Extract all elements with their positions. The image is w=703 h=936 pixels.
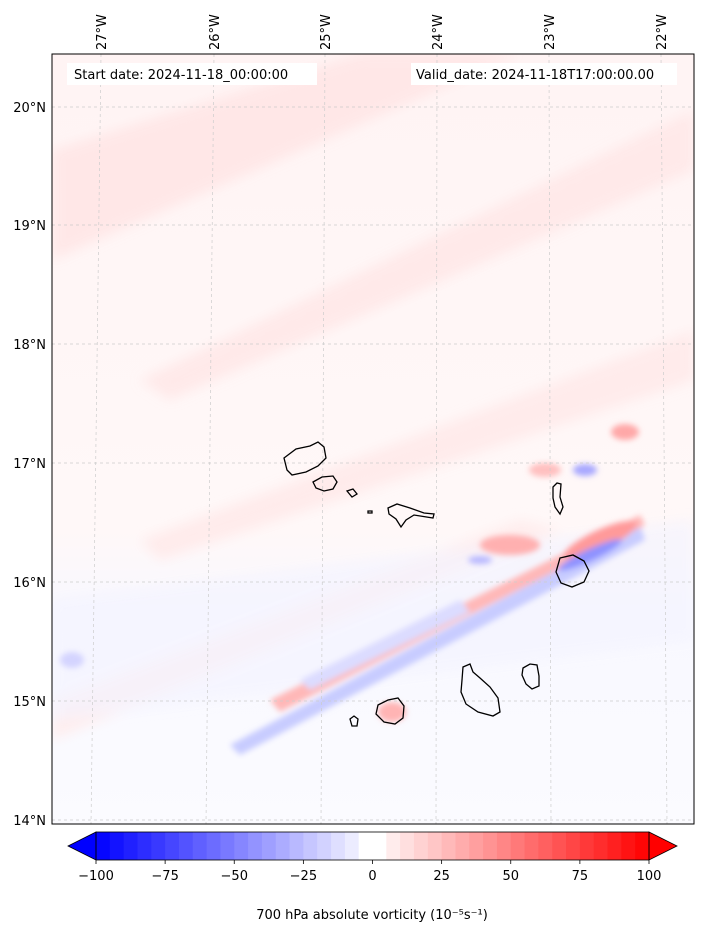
lat-label: 14°N — [13, 814, 46, 829]
colorbar-segment — [441, 832, 456, 860]
colorbar-segment — [483, 832, 498, 860]
coastlines — [283, 441, 590, 727]
island-raso — [367, 510, 373, 514]
colorbar-segments — [96, 832, 650, 860]
colorbar-segment — [635, 832, 650, 860]
colorbar-segment — [123, 832, 138, 860]
island-boa-vista — [555, 554, 590, 588]
colorbar-segment — [96, 832, 111, 860]
colorbar-tick-label: 0 — [368, 869, 376, 884]
colorbar-segment — [400, 832, 415, 860]
colorbar-segment — [303, 832, 318, 860]
island-maio — [521, 663, 540, 690]
vorticity-field — [52, 54, 694, 824]
island-brava — [349, 715, 359, 727]
start-date-box — [67, 63, 317, 85]
lon-label: 27°W — [95, 14, 110, 50]
colorbar-segment — [275, 832, 291, 860]
colorbar-segment — [331, 832, 346, 860]
colorbar-segment — [496, 832, 512, 860]
colorbar-segment — [248, 832, 263, 860]
colorbar-tick-label: 100 — [637, 869, 662, 884]
colorbar-segment — [109, 832, 125, 860]
colorbar-tick-label: 50 — [502, 869, 519, 884]
lat-label: 17°N — [13, 457, 46, 472]
lat-label: 20°N — [13, 101, 46, 116]
colorbar-segment — [621, 832, 636, 860]
colorbar-segment — [566, 832, 581, 860]
valid-date-box — [411, 63, 677, 85]
island-santo-antao — [283, 441, 327, 476]
colorbar-segment — [427, 832, 443, 860]
longitude-labels: 27°W 26°W 25°W 24°W 23°W 22°W — [95, 14, 670, 50]
colorbar-segment — [151, 832, 166, 860]
colorbar-segment — [220, 832, 235, 860]
island-santiago — [460, 663, 501, 717]
lon-label: 26°W — [208, 14, 223, 50]
island-sao-vicente — [312, 475, 338, 492]
island-sal — [552, 482, 564, 516]
colorbar-label: 700 hPa absolute vorticity (10⁻⁵s⁻¹) — [256, 908, 488, 923]
lon-label: 24°W — [431, 14, 446, 50]
lon-label: 23°W — [543, 14, 558, 50]
start-date-label: Start date: 2024-11-18_00:00:00 — [74, 68, 288, 83]
colorbar-segment — [261, 832, 277, 860]
gridlines — [52, 54, 694, 824]
map-frame — [51, 53, 695, 825]
colorbar-segment — [317, 832, 332, 860]
colorbar: −100 −75 −50 −25 0 25 50 75 100 700 hPa absolute… — [67, 831, 678, 923]
colorbar-segment — [455, 832, 470, 860]
colorbar-segment — [206, 832, 221, 860]
island-santa-luzia — [345, 488, 358, 498]
colorbar-segment — [469, 832, 484, 860]
colorbar-segment — [137, 832, 152, 860]
island-sao-nicolau — [387, 503, 435, 529]
colorbar-tick-label: −100 — [78, 869, 114, 884]
lat-label: 15°N — [13, 695, 46, 710]
lat-label: 16°N — [13, 576, 46, 591]
lat-label: 18°N — [13, 338, 46, 353]
colorbar-segment — [607, 832, 622, 860]
colorbar-segment — [192, 832, 208, 860]
colorbar-segment — [358, 832, 373, 860]
colorbar-tick-label: −25 — [290, 869, 317, 884]
colorbar-segment — [524, 832, 539, 860]
colorbar-tick-label: 75 — [572, 869, 589, 884]
island-fogo — [375, 697, 405, 725]
lon-label: 25°W — [319, 14, 334, 50]
lon-label: 22°W — [655, 14, 670, 50]
colorbar-segment — [413, 832, 429, 860]
colorbar-tick-label: −75 — [151, 869, 178, 884]
colorbar-segment — [372, 832, 387, 860]
colorbar-segment — [344, 832, 360, 860]
colorbar-segment — [234, 832, 249, 860]
colorbar-segment — [538, 832, 553, 860]
colorbar-segment — [579, 832, 595, 860]
colorbar-segment — [386, 832, 401, 860]
colorbar-tick-label: 25 — [433, 869, 450, 884]
valid-date-label: Valid_date: 2024-11-18T17:00:00.00 — [416, 68, 654, 83]
colorbar-segment — [593, 832, 609, 860]
colorbar-max-extend — [648, 831, 678, 861]
colorbar-segment — [552, 832, 567, 860]
lat-label: 19°N — [13, 219, 46, 234]
colorbar-segment — [165, 832, 180, 860]
latitude-labels: 20°N 19°N 18°N 17°N 16°N 15°N 14°N — [13, 101, 46, 829]
colorbar-tick-label: −50 — [221, 869, 248, 884]
colorbar-min-extend — [67, 831, 97, 861]
colorbar-segment — [178, 832, 194, 860]
colorbar-ticks: −100 −75 −50 −25 0 25 50 75 100 — [78, 860, 661, 884]
colorbar-segment — [510, 832, 526, 860]
colorbar-segment — [289, 832, 304, 860]
